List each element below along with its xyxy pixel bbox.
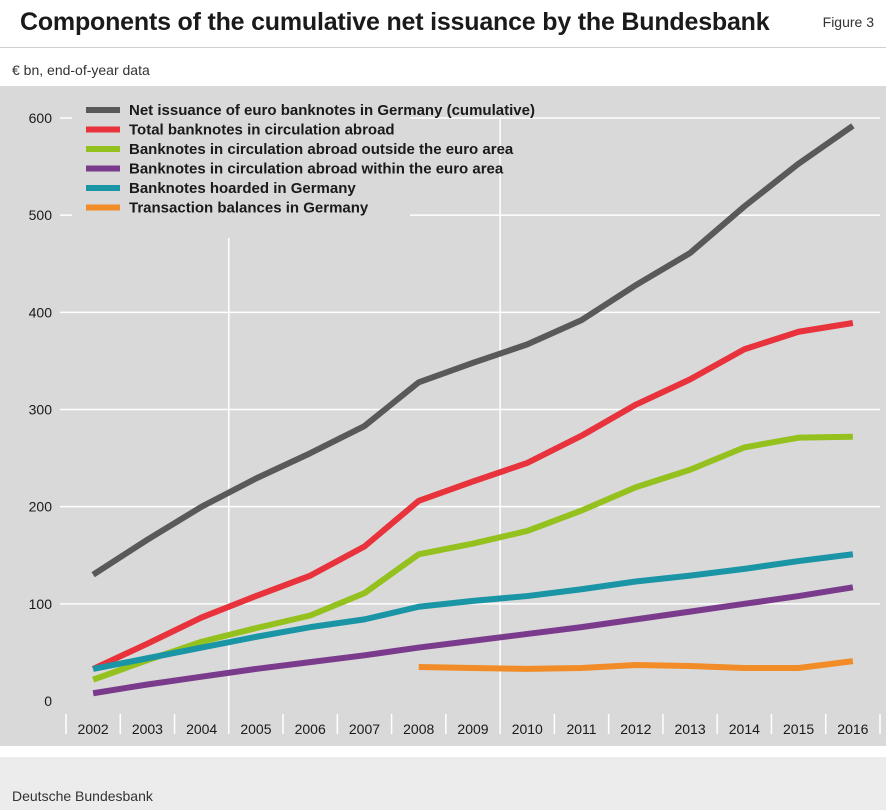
x-tick-label: 2002 — [78, 721, 109, 737]
legend-label: Banknotes hoarded in Germany — [129, 180, 356, 197]
y-tick-label: 300 — [29, 402, 53, 418]
header-divider — [0, 47, 886, 48]
x-tick-label: 2012 — [620, 721, 651, 737]
legend-label: Total banknotes in circulation abroad — [129, 122, 395, 139]
series-line-6 — [418, 658, 854, 672]
chart-title: Components of the cumulative net issuanc… — [20, 8, 770, 36]
legend-label: Net issuance of euro banknotes in German… — [129, 102, 535, 119]
y-tick-label: 0 — [44, 693, 52, 709]
series-line-3 — [92, 433, 853, 683]
legend-label: Transaction balances in Germany — [129, 200, 369, 217]
x-tick-label: 2003 — [132, 721, 163, 737]
y-tick-label: 200 — [29, 499, 53, 515]
y-tick-label: 100 — [29, 596, 53, 612]
series-line-1 — [91, 123, 855, 578]
figure-label: Figure 3 — [822, 14, 874, 30]
y-tick-label: 500 — [29, 207, 53, 223]
series-line-2 — [91, 320, 854, 672]
y-tick-label: 400 — [29, 304, 53, 320]
x-tick-label: 2004 — [186, 721, 217, 737]
series-line-4 — [92, 584, 854, 697]
x-tick-label: 2007 — [349, 721, 380, 737]
x-tick-label: 2010 — [512, 721, 543, 737]
source-label: Deutsche Bundesbank — [12, 788, 153, 804]
x-tick-label: 2016 — [837, 721, 868, 737]
y-tick-label: 600 — [29, 110, 53, 126]
legend-background — [72, 97, 410, 237]
x-tick-label: 2008 — [403, 721, 434, 737]
x-tick-label: 2014 — [729, 721, 760, 737]
x-tick-label: 2015 — [783, 721, 814, 737]
x-tick-label: 2009 — [457, 721, 488, 737]
unit-note: € bn, end-of-year data — [12, 62, 150, 78]
legend-label: Banknotes in circulation abroad outside … — [129, 141, 514, 158]
x-tick-label: 2011 — [566, 721, 596, 737]
series-line-5 — [92, 551, 854, 672]
x-tick-label: 2013 — [674, 721, 705, 737]
x-tick-label: 2005 — [240, 721, 271, 737]
line-chart: 0 100 200 300 400 500 600 2002 2003 2004 2005 2006 2… — [29, 97, 881, 737]
legend-label: Banknotes in circulation abroad within t… — [129, 161, 504, 178]
footer-panel — [0, 757, 886, 810]
x-tick-label: 2006 — [295, 721, 326, 737]
